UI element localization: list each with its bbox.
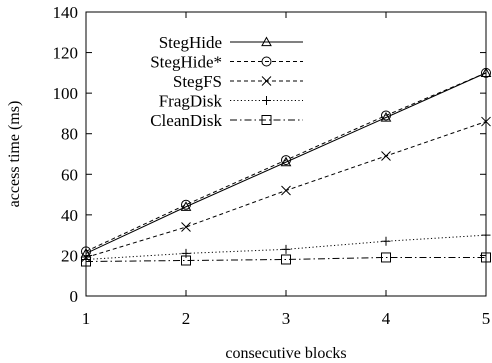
legend-marker bbox=[261, 76, 272, 86]
y-tick-label: 80 bbox=[61, 125, 78, 144]
data-point bbox=[481, 67, 491, 78]
series-cleandisk bbox=[81, 252, 491, 267]
data-point bbox=[81, 256, 91, 267]
y-tick-label: 140 bbox=[53, 3, 79, 22]
data-point bbox=[181, 255, 191, 266]
plot-area: 0 20 40 60 80 100 120 140 1 2 3 4 5 bbox=[53, 3, 491, 328]
data-point bbox=[281, 155, 291, 166]
data-point bbox=[181, 222, 191, 232]
series-line bbox=[85, 72, 487, 252]
legend-marker bbox=[261, 115, 272, 125]
data-point bbox=[381, 110, 391, 121]
y-tick-label: 20 bbox=[61, 246, 78, 265]
series-line bbox=[85, 256, 486, 263]
x-tick-label: 5 bbox=[482, 309, 491, 328]
y-axis-label: access time (ms) bbox=[6, 101, 23, 208]
series-stegfs bbox=[81, 116, 491, 263]
y-tick-label: 100 bbox=[53, 84, 79, 103]
data-point bbox=[481, 252, 491, 263]
data-point bbox=[281, 185, 291, 196]
legend-entry: StegHide bbox=[159, 33, 303, 52]
data-point bbox=[281, 244, 291, 254]
x-axis-label: consecutive blocks bbox=[225, 345, 346, 362]
legend-label: StegHide* bbox=[150, 53, 222, 72]
data-point bbox=[181, 248, 191, 258]
y-tick-label: 40 bbox=[61, 206, 78, 225]
data-point bbox=[281, 254, 291, 265]
legend-label: FragDisk bbox=[159, 92, 223, 111]
series-line bbox=[85, 121, 487, 258]
data-point bbox=[181, 199, 191, 210]
data-point bbox=[381, 252, 391, 263]
legend-entry: StegFS bbox=[173, 72, 303, 91]
data-point bbox=[280, 156, 292, 167]
legend-label: StegFS bbox=[173, 72, 222, 91]
legend-label: CleanDisk bbox=[150, 111, 222, 130]
y-tick-label: 60 bbox=[61, 165, 78, 184]
y-tick-label: 120 bbox=[53, 44, 79, 63]
data-point bbox=[381, 151, 391, 161]
series-fragdisk bbox=[81, 230, 491, 264]
series-steghide bbox=[80, 67, 492, 258]
x-tick-label: 1 bbox=[82, 309, 91, 328]
x-tick-label: 2 bbox=[182, 309, 191, 328]
y-tick-label: 0 bbox=[70, 287, 79, 306]
data-point bbox=[381, 236, 391, 246]
legend-entry: FragDisk bbox=[159, 92, 303, 111]
data-point bbox=[380, 111, 392, 122]
legend-entry: StegHide* bbox=[150, 53, 303, 72]
data-point bbox=[480, 67, 492, 77]
series-line bbox=[85, 72, 487, 254]
legend-marker bbox=[262, 96, 271, 105]
data-point bbox=[81, 254, 91, 264]
legend-entry: CleanDisk bbox=[150, 111, 303, 130]
x-tick-label: 4 bbox=[382, 309, 391, 328]
legend-label: StegHide bbox=[159, 33, 222, 52]
legend-marker bbox=[261, 56, 272, 67]
series-steghide- bbox=[81, 67, 491, 257]
series-layer bbox=[80, 67, 492, 267]
x-tick-label: 3 bbox=[282, 309, 291, 328]
data-point bbox=[481, 230, 491, 240]
legend-marker bbox=[261, 36, 272, 47]
data-point bbox=[481, 116, 491, 127]
